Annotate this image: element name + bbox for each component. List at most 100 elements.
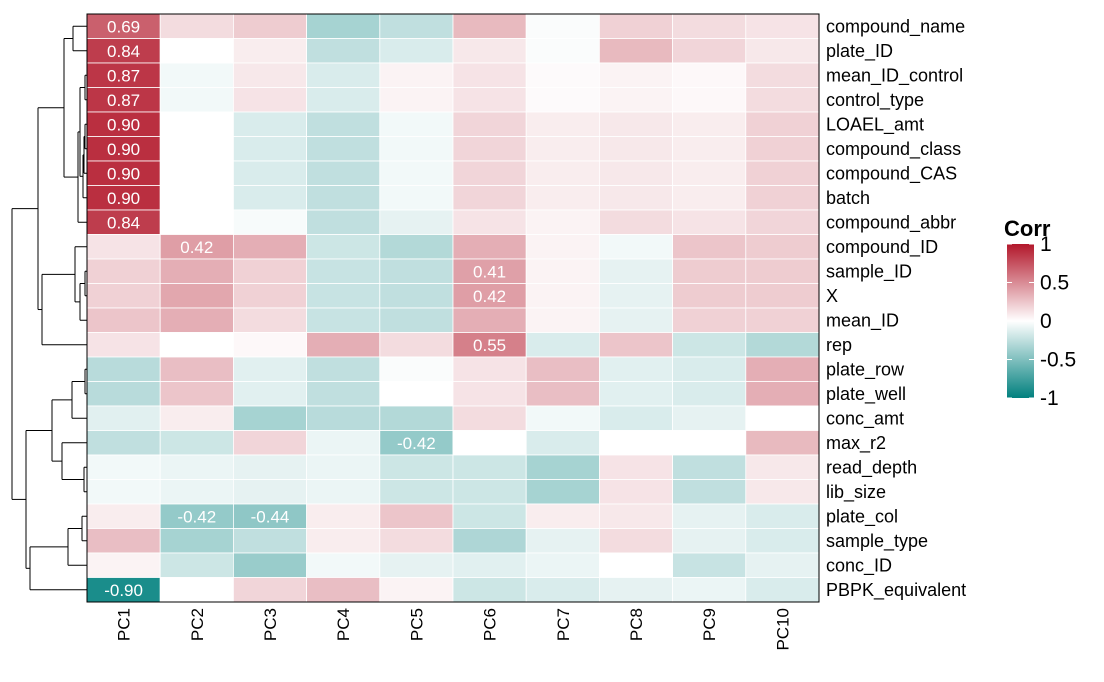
- cell-value-label: -0.44: [251, 507, 290, 526]
- heatmap-cell: [159, 528, 234, 554]
- row-label: LOAEL_amt: [826, 114, 924, 135]
- heatmap-cell: [452, 405, 527, 431]
- heatmap-cell: [452, 258, 527, 284]
- heatmap-cell: [86, 577, 161, 603]
- heatmap-cell: [745, 430, 820, 456]
- heatmap-cell: [306, 283, 381, 309]
- heatmap-cell: [745, 111, 820, 137]
- column-label: PC5: [407, 608, 426, 641]
- row-label: lib_size: [826, 482, 886, 503]
- heatmap-cell: [525, 307, 600, 333]
- heatmap-cell: [232, 528, 307, 554]
- heatmap-cell: [159, 258, 234, 284]
- heatmap-cells: [86, 13, 820, 603]
- heatmap-cell: [159, 454, 234, 480]
- heatmap-cell: [745, 479, 820, 505]
- heatmap-cell: [452, 307, 527, 333]
- column-label: PC1: [115, 608, 134, 641]
- heatmap-cell: [86, 160, 161, 186]
- heatmap-cell: [86, 552, 161, 578]
- heatmap-cell: [86, 38, 161, 64]
- legend-tick-label: -0.5: [1040, 349, 1076, 372]
- row-label: sample_ID: [826, 261, 912, 282]
- heatmap-cell: [525, 479, 600, 505]
- heatmap-cell: [306, 111, 381, 137]
- heatmap-cell: [745, 185, 820, 211]
- heatmap-cell: [86, 381, 161, 407]
- heatmap-cell: [452, 356, 527, 382]
- heatmap-cell: [599, 234, 674, 260]
- heatmap-cell: [525, 136, 600, 162]
- cell-value-label: 0.55: [473, 336, 506, 355]
- heatmap-cell: [745, 503, 820, 529]
- heatmap-cell: [599, 87, 674, 113]
- heatmap-cell: [452, 111, 527, 137]
- heatmap-cell: [379, 503, 454, 529]
- heatmap-cell: [452, 479, 527, 505]
- heatmap-cell: [452, 552, 527, 578]
- heatmap-cell: [672, 552, 747, 578]
- row-label: plate_well: [826, 384, 906, 405]
- heatmap-cell: [599, 430, 674, 456]
- heatmap-cell: [672, 136, 747, 162]
- heatmap-cell: [379, 258, 454, 284]
- heatmap-cell: [379, 454, 454, 480]
- heatmap-cell: [525, 332, 600, 358]
- heatmap-cell: [672, 381, 747, 407]
- heatmap-cell: [379, 332, 454, 358]
- heatmap-cell: [86, 307, 161, 333]
- heatmap-cell: [745, 234, 820, 260]
- heatmap-cell: [525, 38, 600, 64]
- color-legend: Corr 1 0.5 0 -0.5 -1: [1004, 216, 1076, 410]
- cell-value-label: 0.90: [107, 140, 140, 159]
- heatmap-cell: [379, 577, 454, 603]
- cell-value-label: -0.90: [104, 581, 143, 600]
- heatmap-cell: [452, 283, 527, 309]
- heatmap-cell: [525, 13, 600, 39]
- row-label: PBPK_equivalent: [826, 580, 966, 601]
- heatmap-cell: [86, 234, 161, 260]
- heatmap-cell: [672, 258, 747, 284]
- heatmap-cell: [525, 234, 600, 260]
- column-label: PC8: [627, 608, 646, 641]
- heatmap-cell: [306, 577, 381, 603]
- legend-tick-label: -1: [1040, 387, 1059, 410]
- heatmap-cell: [599, 209, 674, 235]
- row-labels: compound_name plate_ID mean_ID_controlcont…: [826, 16, 966, 601]
- heatmap-cell: [232, 479, 307, 505]
- heatmap-cell: [599, 503, 674, 529]
- row-label: mean_ID_control: [826, 65, 963, 86]
- heatmap-cell: [599, 136, 674, 162]
- heatmap-cell: [159, 307, 234, 333]
- heatmap-cell: [745, 258, 820, 284]
- heatmap-cell: [86, 405, 161, 431]
- cell-value-label: 0.84: [107, 213, 140, 232]
- heatmap-cell: [525, 185, 600, 211]
- heatmap-cell: [306, 552, 381, 578]
- heatmap-cell: [232, 209, 307, 235]
- heatmap-cell: [745, 332, 820, 358]
- heatmap-cell: [159, 479, 234, 505]
- heatmap-cell: [452, 38, 527, 64]
- heatmap-cell: [159, 160, 234, 186]
- row-label: conc_amt: [826, 408, 904, 429]
- heatmap-cell: [306, 136, 381, 162]
- heatmap-cell: [672, 528, 747, 554]
- heatmap-cell: [159, 283, 234, 309]
- column-label: PC7: [554, 608, 573, 641]
- cell-value-label: -0.42: [177, 507, 216, 526]
- heatmap-cell: [159, 503, 234, 529]
- heatmap-cell: [379, 209, 454, 235]
- cell-value-label: 0.87: [107, 66, 140, 85]
- heatmap-cell: [232, 160, 307, 186]
- heatmap-cell: [672, 503, 747, 529]
- cell-value-label: 0.90: [107, 164, 140, 183]
- heatmap-cell: [232, 234, 307, 260]
- heatmap-cell: [599, 283, 674, 309]
- heatmap-cell: [232, 13, 307, 39]
- heatmap-cell: [232, 577, 307, 603]
- heatmap-cell: [672, 454, 747, 480]
- heatmap-cell: [525, 552, 600, 578]
- row-label: compound_name: [826, 16, 965, 37]
- heatmap-cell: [452, 87, 527, 113]
